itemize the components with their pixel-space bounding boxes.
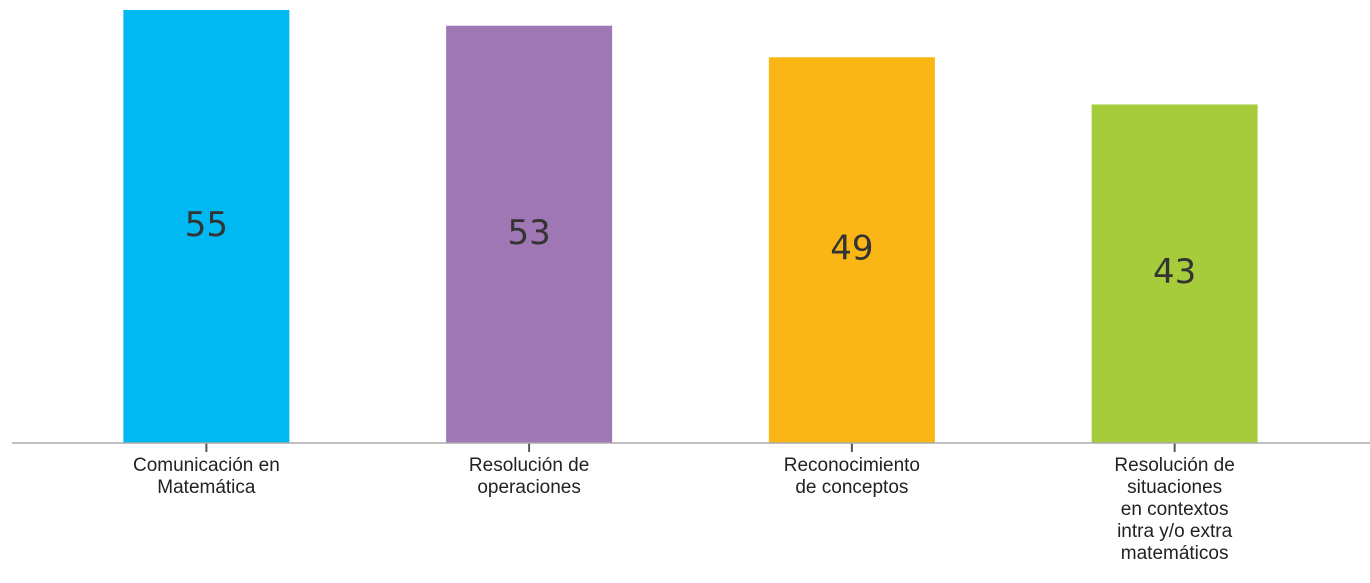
- bar: [1091, 104, 1258, 444]
- value-label: 43: [1153, 252, 1196, 292]
- x-tick-label: Comunicación en Matemática: [132, 455, 280, 498]
- value-label: 55: [185, 205, 228, 245]
- bar: [446, 25, 613, 444]
- x-tick-label: Resolución de situaciones en contextos i…: [1114, 455, 1235, 564]
- value-label: 53: [507, 213, 550, 253]
- x-tick-label: Reconocimiento de conceptos: [783, 455, 920, 498]
- x-tick-label: Resolución de operaciones: [468, 455, 590, 498]
- value-label: 49: [830, 229, 873, 269]
- bar: [768, 57, 935, 444]
- bar: [123, 10, 290, 443]
